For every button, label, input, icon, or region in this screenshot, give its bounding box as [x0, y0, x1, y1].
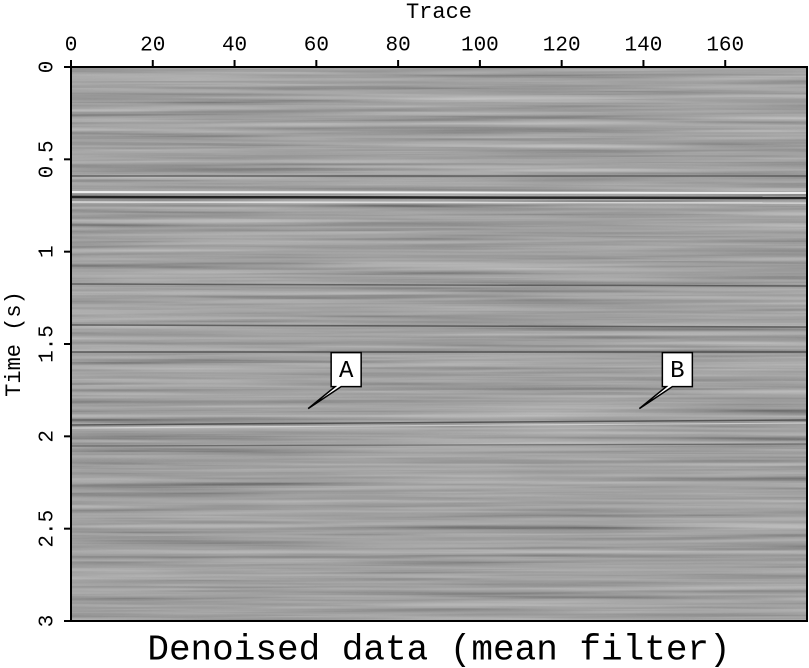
annotation: A — [307, 351, 362, 410]
event — [70, 324, 808, 328]
y-axis-label: Time (s) — [2, 291, 27, 397]
y-tick-label: 2 — [37, 430, 60, 443]
x-tick-label: 60 — [304, 35, 329, 58]
x-tick-label: 40 — [222, 35, 247, 58]
event — [70, 201, 808, 204]
y-tick-label: 1 — [37, 245, 60, 258]
y-tick-label: 0 — [37, 61, 60, 74]
annotation-label: A — [339, 358, 354, 385]
x-tick-label: 160 — [706, 35, 744, 58]
event — [70, 422, 808, 429]
x-tick-label: 100 — [461, 35, 499, 58]
image-texture — [71, 67, 807, 621]
y-tick-label: 1.5 — [37, 325, 60, 363]
event — [70, 283, 808, 287]
x-tick-label: 140 — [625, 35, 663, 58]
annotation-callout — [307, 351, 362, 410]
y-tick-label: 2.5 — [37, 510, 60, 548]
x-tick-label: 0 — [65, 35, 78, 58]
y-tick-label: 3 — [37, 615, 60, 628]
event — [70, 443, 808, 447]
y-tick-label: 0.5 — [37, 140, 60, 178]
x-axis-label: Trace — [406, 0, 472, 25]
seismic-image — [70, 66, 808, 622]
event — [70, 195, 808, 200]
chart-title: Denoised data (mean filter) — [147, 630, 730, 668]
x-tick-label: 20 — [140, 35, 165, 58]
annotation-callout — [638, 351, 694, 410]
x-tick-label: 120 — [543, 35, 581, 58]
annotation-label: B — [670, 358, 684, 385]
x-tick-label: 80 — [386, 35, 411, 58]
event — [70, 191, 808, 194]
event — [70, 419, 808, 426]
annotation: B — [638, 351, 694, 410]
